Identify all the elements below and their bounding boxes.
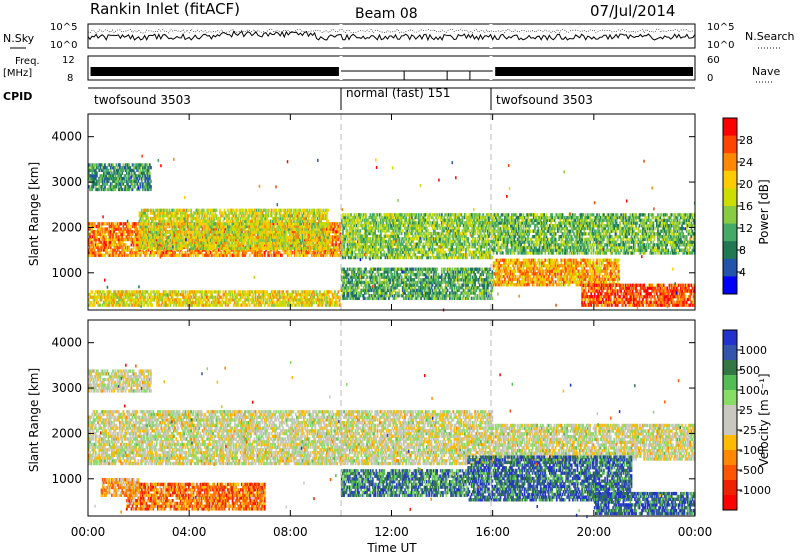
heatmap-cell bbox=[291, 251, 293, 254]
nsky-panel: N.Sky 10^5 10^0 10^5 10^0 N.Search bbox=[3, 22, 795, 51]
heatmap-cell bbox=[158, 247, 160, 250]
heatmap-cell bbox=[98, 222, 100, 225]
heatmap-cell bbox=[187, 244, 189, 247]
heatmap-cell bbox=[167, 236, 169, 239]
heatmap-cell bbox=[344, 213, 346, 216]
heatmap-cell bbox=[102, 227, 104, 230]
nsky-trace bbox=[88, 31, 695, 40]
heatmap-cell bbox=[377, 213, 379, 216]
heatmap-cell bbox=[95, 251, 97, 254]
nsearch-trace bbox=[88, 29, 695, 33]
freq-tick-bottom: 8 bbox=[67, 73, 73, 84]
heatmap-cell bbox=[120, 222, 122, 225]
heatmap-cell bbox=[327, 220, 329, 223]
heatmap-cell bbox=[236, 209, 238, 212]
heatmap-cell bbox=[281, 254, 283, 257]
freq-bars bbox=[91, 67, 693, 80]
heatmap-cell bbox=[297, 239, 299, 242]
heatmap-cell bbox=[329, 235, 331, 238]
cpid-panel: CPID twofsound 3503 normal (fast) 151 tw… bbox=[3, 86, 695, 110]
heatmap-cell bbox=[308, 236, 310, 239]
heatmap-cell bbox=[305, 247, 307, 250]
heatmap-cell bbox=[271, 254, 273, 257]
heatmap-cell bbox=[105, 235, 107, 238]
heatmap-cell bbox=[135, 222, 137, 225]
heatmap-cell bbox=[265, 209, 267, 212]
heatmap-cell bbox=[402, 229, 404, 232]
heatmap-cell bbox=[132, 230, 134, 233]
heatmap-cell bbox=[327, 209, 329, 212]
nsky-tick-top: 10^5 bbox=[50, 22, 77, 33]
heatmap-cell bbox=[128, 246, 130, 249]
nave-tick-top: 60 bbox=[707, 55, 720, 66]
nave-label: Nave bbox=[752, 65, 780, 78]
site-title: Rankin Inlet (fitACF) bbox=[90, 0, 240, 18]
heatmap-cell bbox=[127, 254, 129, 257]
heatmap-cell bbox=[129, 225, 131, 228]
heatmap-cell bbox=[190, 209, 192, 212]
heatmap-cell bbox=[327, 228, 329, 231]
nsearch-tick-top: 10^5 bbox=[707, 22, 734, 33]
beam-label: Beam 08 bbox=[355, 6, 418, 22]
heatmap-cell bbox=[148, 209, 150, 212]
freq-tick-top: 12 bbox=[62, 55, 75, 66]
cpid-segment-3: twofsound 3503 bbox=[496, 93, 593, 107]
nsearch-label: N.Search bbox=[745, 30, 795, 43]
freq-panel: Freq. [MHz] 12 8 60 0 Nave bbox=[3, 55, 780, 84]
heatmap-cell bbox=[242, 209, 244, 212]
heatmap-cell bbox=[216, 209, 218, 212]
heatmap-cell bbox=[267, 220, 269, 223]
heatmap-cell bbox=[365, 213, 367, 216]
nsky-label: N.Sky bbox=[3, 32, 35, 45]
freq-label: Freq. bbox=[15, 56, 40, 67]
heatmap-cell bbox=[441, 213, 443, 216]
heatmap-cell bbox=[327, 233, 329, 236]
heatmap-cell bbox=[249, 254, 251, 257]
heatmap-cell bbox=[156, 222, 158, 225]
date-label: 07/Jul/2014 bbox=[590, 2, 675, 20]
cpid-segment-2: normal (fast) 151 bbox=[346, 86, 450, 100]
nave-tick-bottom: 0 bbox=[707, 73, 713, 84]
heatmap-cell bbox=[166, 225, 168, 228]
heatmap-cell bbox=[290, 209, 292, 212]
heatmap-cell bbox=[383, 251, 385, 254]
heatmap-cell bbox=[201, 230, 203, 233]
cpid-segment-1: twofsound 3503 bbox=[94, 93, 191, 107]
heatmap-cell bbox=[313, 209, 315, 212]
heatmap-cell bbox=[148, 217, 150, 220]
heatmap-cell bbox=[165, 220, 167, 223]
heatmap-cell bbox=[186, 209, 188, 212]
heatmap-cell bbox=[145, 247, 147, 250]
heatmap-cell bbox=[398, 237, 400, 240]
heatmap-cell bbox=[280, 209, 282, 212]
heatmap-cell bbox=[104, 222, 106, 225]
heatmap-cell bbox=[188, 209, 190, 212]
heatmap-cell bbox=[243, 247, 245, 250]
nsky-tick-bottom: 10^0 bbox=[50, 40, 77, 51]
freq-unit-label: [MHz] bbox=[3, 68, 32, 79]
nsearch-tick-bottom: 10^0 bbox=[707, 40, 734, 51]
heatmap-cell bbox=[271, 209, 273, 212]
heatmap-cell bbox=[359, 229, 361, 232]
cpid-label: CPID bbox=[3, 90, 32, 103]
